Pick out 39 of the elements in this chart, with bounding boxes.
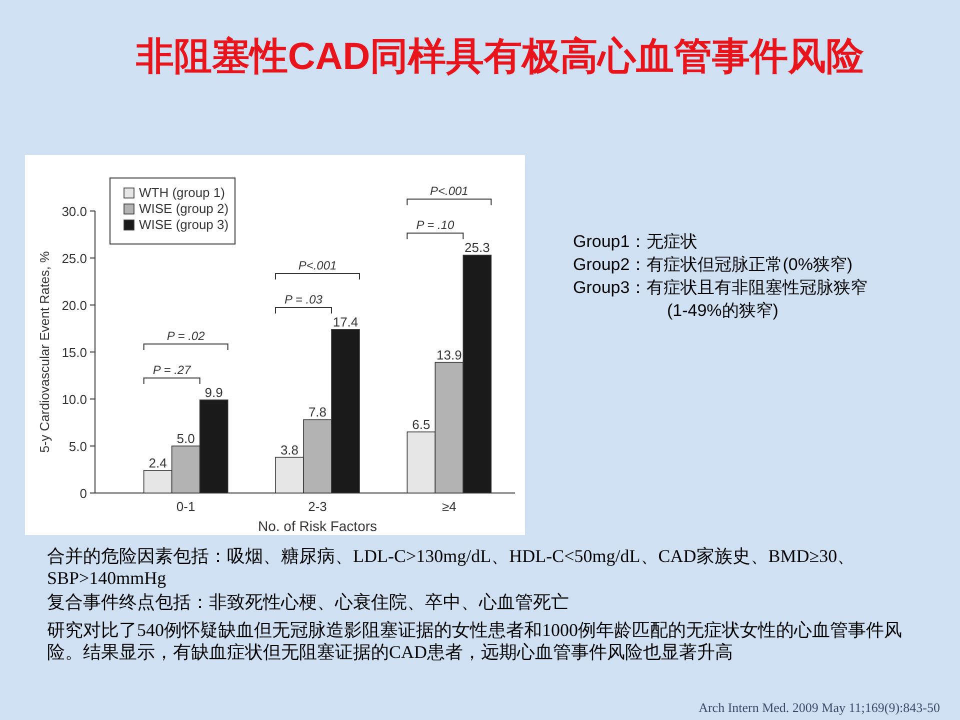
y-tick-label: 15.0	[62, 345, 87, 360]
data-label: 17.4	[332, 314, 358, 330]
x-tick-label: 0-1	[176, 499, 196, 514]
x-tick-label: 2-3	[308, 499, 327, 514]
annotation: P = .10	[416, 218, 454, 232]
text: Group1：无症状	[573, 231, 699, 253]
text: 合并的危险因素包括：吸烟、糖尿病、LDL-C>130mg/dL、HDL-C<50mg/dL、CAD家族史、BMD≥30、SBP>140mmHg	[47, 545, 856, 589]
data-label: 5.0	[176, 431, 195, 446]
data-label: 6.5	[412, 416, 430, 432]
x-tick-label: ≥4	[442, 499, 456, 514]
y-tick-label: 10.0	[62, 392, 87, 407]
legend-label: WISE (group 2)	[139, 201, 229, 216]
y-axis-title: 5-y Cardiovascular Event Rates, %	[37, 250, 52, 453]
text: Group2：有症状但冠脉正常(0%狭窄)	[573, 254, 854, 276]
text: Group3：有症状且有非阻塞性冠脉狭窄	[573, 277, 868, 299]
text: P<.001	[430, 184, 468, 198]
y-tick-label: 0	[80, 486, 87, 501]
legend-label: WISE (group 3)	[139, 217, 229, 232]
y-tick-label: 25.0	[62, 251, 87, 266]
data-label: 13.9	[436, 347, 462, 362]
y-tick-label: 30.0	[62, 204, 87, 219]
data-label: 7.8	[308, 404, 327, 420]
annotation: P<.001	[298, 258, 337, 272]
data-label: 3.8	[280, 442, 299, 458]
annotation: P = .03	[284, 292, 323, 306]
annotation: P = .27	[152, 362, 192, 377]
data-label: 9.9	[204, 384, 223, 400]
y-tick-label: 20.0	[62, 298, 87, 313]
annotation: P = .02	[166, 328, 206, 343]
legend-label: WTH (group 1)	[139, 185, 225, 200]
text: (1-49%的狭窄)	[666, 300, 780, 322]
x-axis-title: No. of Risk Factors	[258, 518, 378, 534]
chart-title: 非阻塞性CAD同样具有极高心血管事件风险	[134, 35, 866, 80]
text: Arch Intern Med. 2009 May 11;169(9):843-50	[698, 700, 940, 716]
data-label: 2.4	[148, 455, 167, 470]
y-tick-label: 5.0	[68, 439, 87, 454]
text: 复合事件终点包括：非致死性心梗、心衰住院、卒中、心血管死亡	[47, 591, 570, 613]
data-label: 25.3	[464, 240, 490, 256]
text: 研究对比了540例怀疑缺血但无冠脉造影阻塞证据的女性患者和1000例年龄匹配的无症状女性的心血管事件风险。结果显示，有缺血症状但无阻塞证据的CAD患者，远期心血管事件风险也显著升高	[47, 619, 903, 663]
